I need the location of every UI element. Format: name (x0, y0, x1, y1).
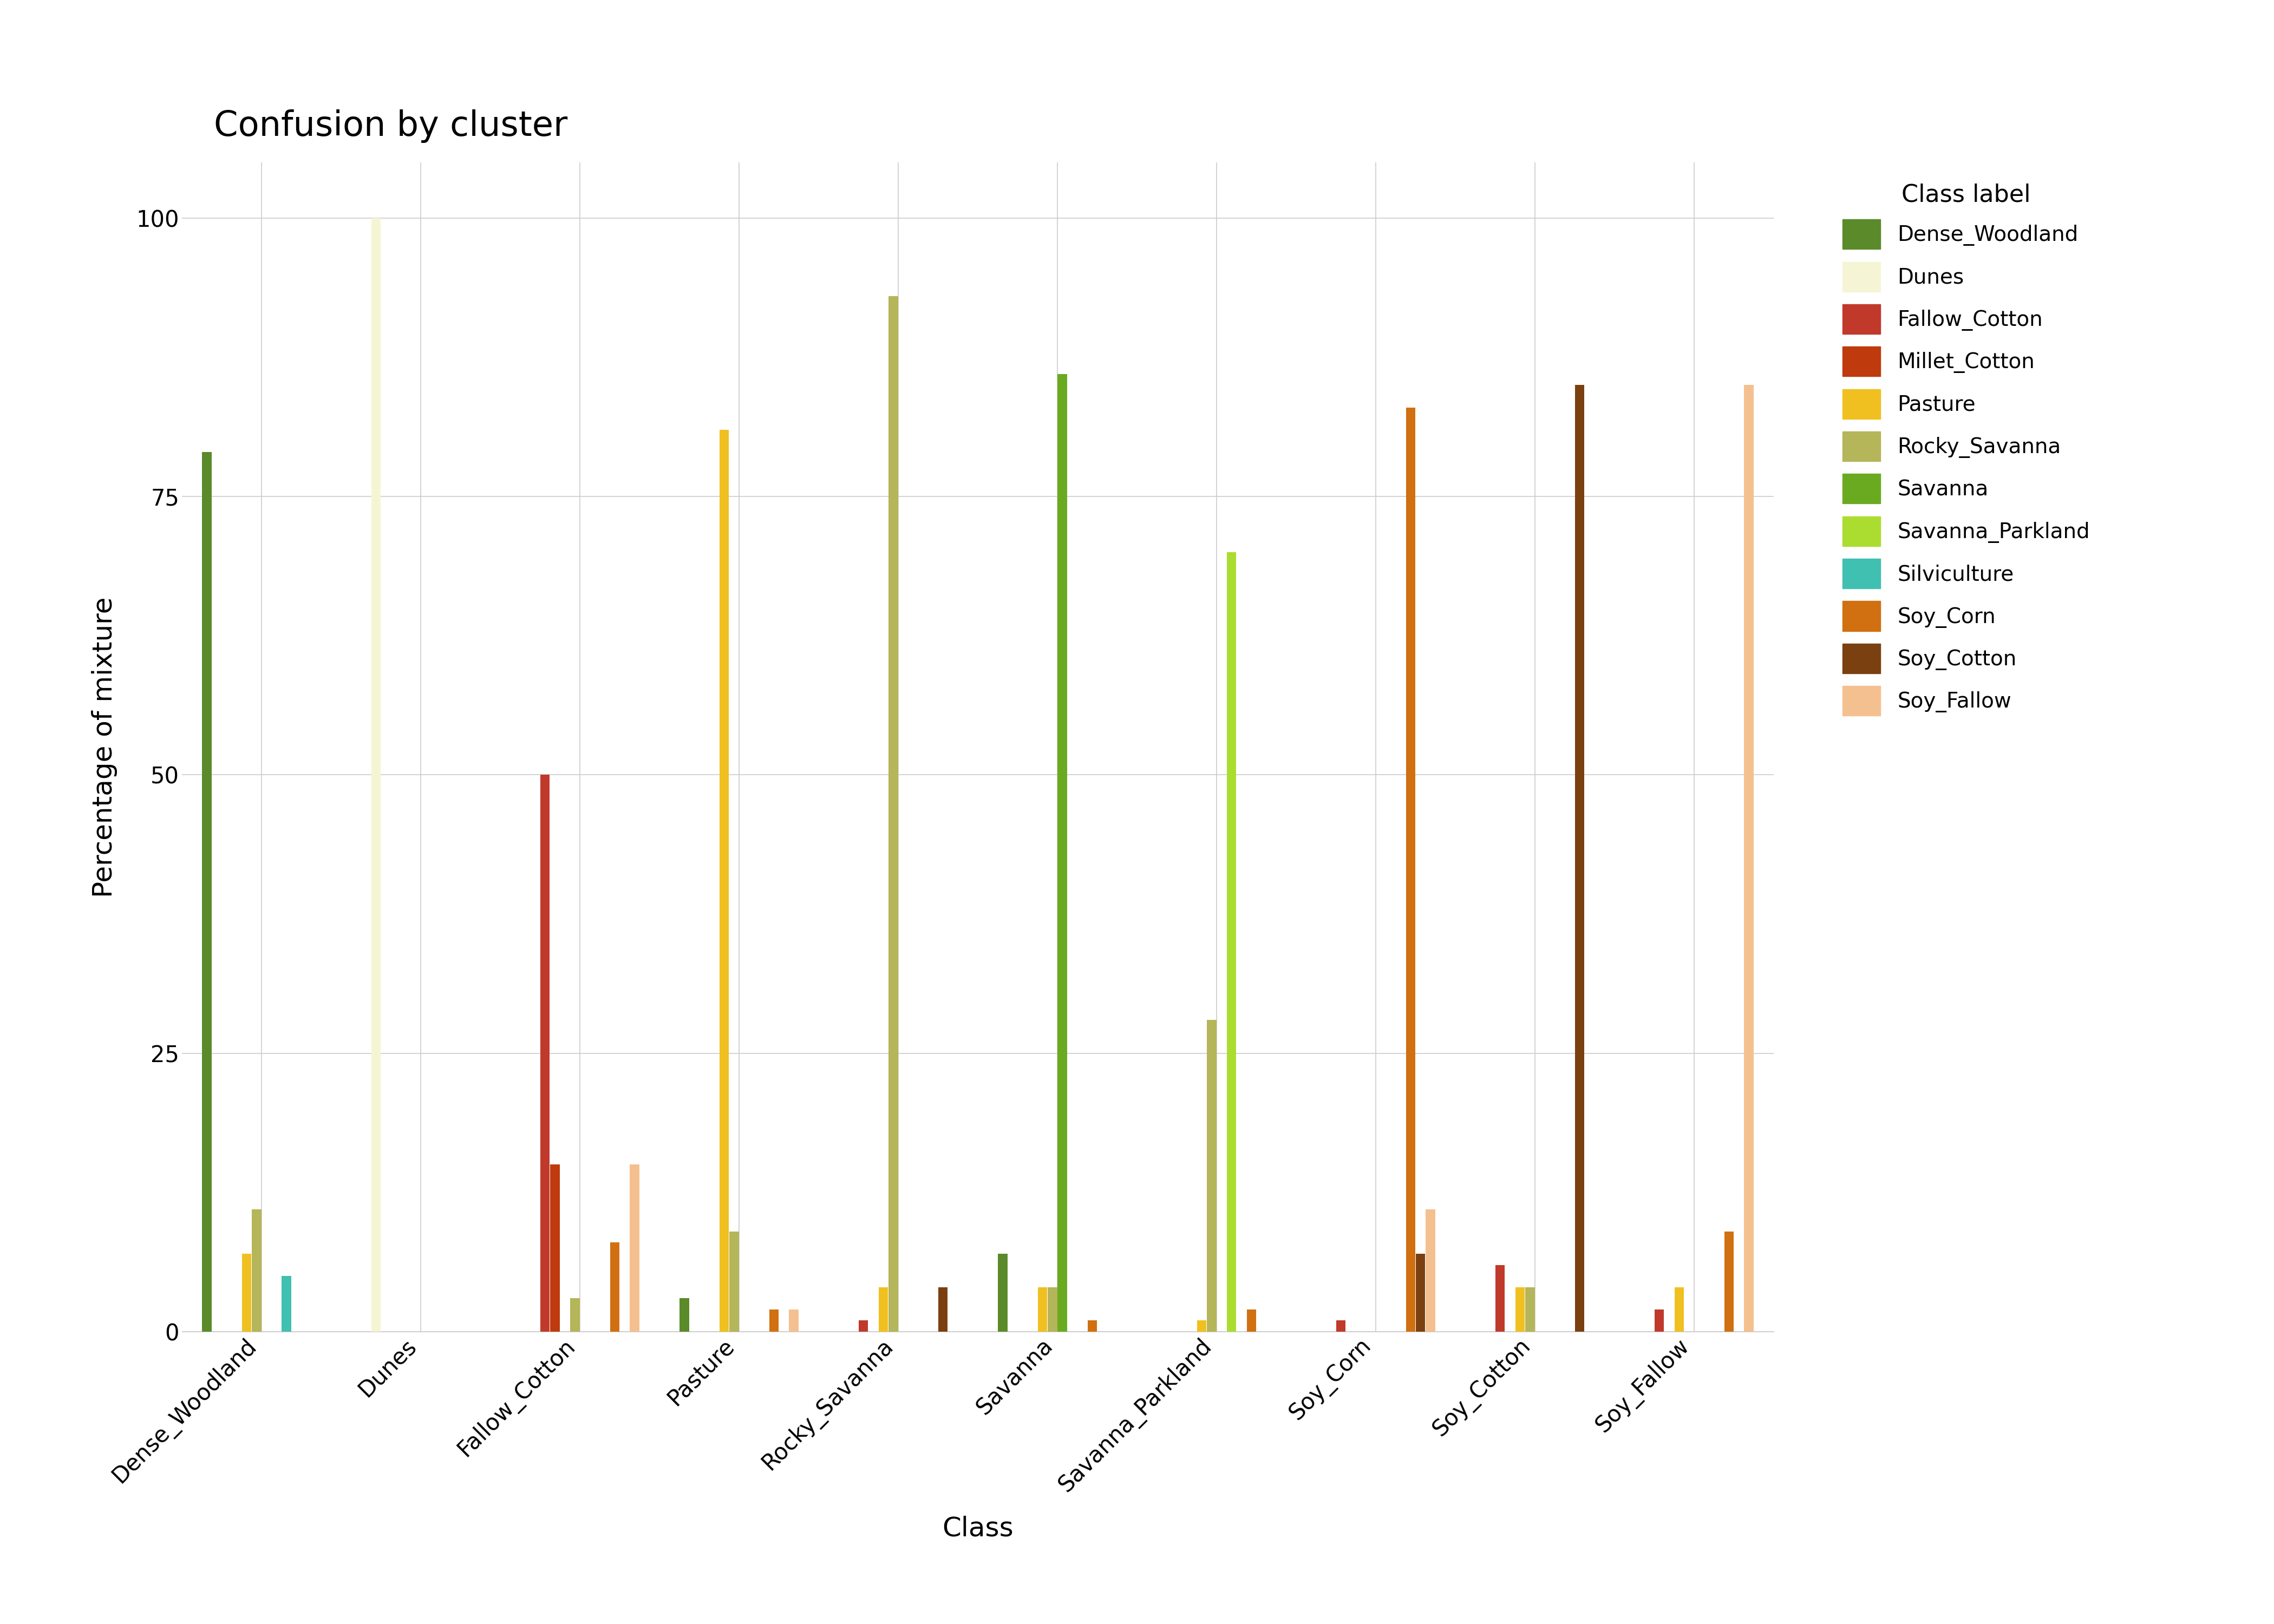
Bar (1417, 1254, 1426, 1332)
Bar (1048, 1288, 1057, 1332)
Bar (541, 775, 550, 1332)
Bar (878, 1288, 889, 1332)
Bar (202, 451, 211, 1332)
Bar (1426, 1210, 1435, 1332)
Text: Confusion by cluster: Confusion by cluster (214, 109, 568, 143)
Bar (282, 1276, 291, 1332)
Bar (730, 1231, 739, 1332)
Legend: Dense_Woodland, Dunes, Fallow_Cotton, Millet_Cotton, Pasture, Rocky_Savanna, Sav: Dense_Woodland, Dunes, Fallow_Cotton, Mi… (1833, 172, 2101, 726)
Bar (1496, 1265, 1505, 1332)
Bar (1405, 408, 1414, 1332)
Y-axis label: Percentage of mixture: Percentage of mixture (91, 596, 118, 898)
Bar (889, 296, 898, 1332)
Bar (252, 1210, 262, 1332)
Bar (769, 1309, 778, 1332)
Bar (550, 1164, 559, 1332)
Bar (860, 1320, 869, 1332)
Bar (680, 1298, 689, 1332)
Bar (241, 1254, 252, 1332)
Bar (1087, 1320, 1096, 1332)
Bar (1526, 1288, 1535, 1332)
Bar (1514, 1288, 1526, 1332)
Bar (1226, 552, 1237, 1332)
Bar (630, 1164, 639, 1332)
Bar (1057, 374, 1067, 1332)
Bar (609, 1242, 619, 1332)
Bar (998, 1254, 1007, 1332)
Bar (789, 1309, 798, 1332)
Bar (1724, 1231, 1733, 1332)
Bar (1246, 1309, 1255, 1332)
Bar (1207, 1020, 1217, 1332)
Bar (1196, 1320, 1207, 1332)
Bar (1576, 385, 1585, 1332)
Bar (939, 1288, 948, 1332)
Bar (1655, 1309, 1665, 1332)
Bar (371, 218, 380, 1332)
X-axis label: Class: Class (941, 1515, 1014, 1541)
Bar (1037, 1288, 1048, 1332)
Bar (719, 430, 730, 1332)
Bar (571, 1298, 580, 1332)
Bar (1337, 1320, 1346, 1332)
Bar (1744, 385, 1753, 1332)
Bar (1674, 1288, 1685, 1332)
